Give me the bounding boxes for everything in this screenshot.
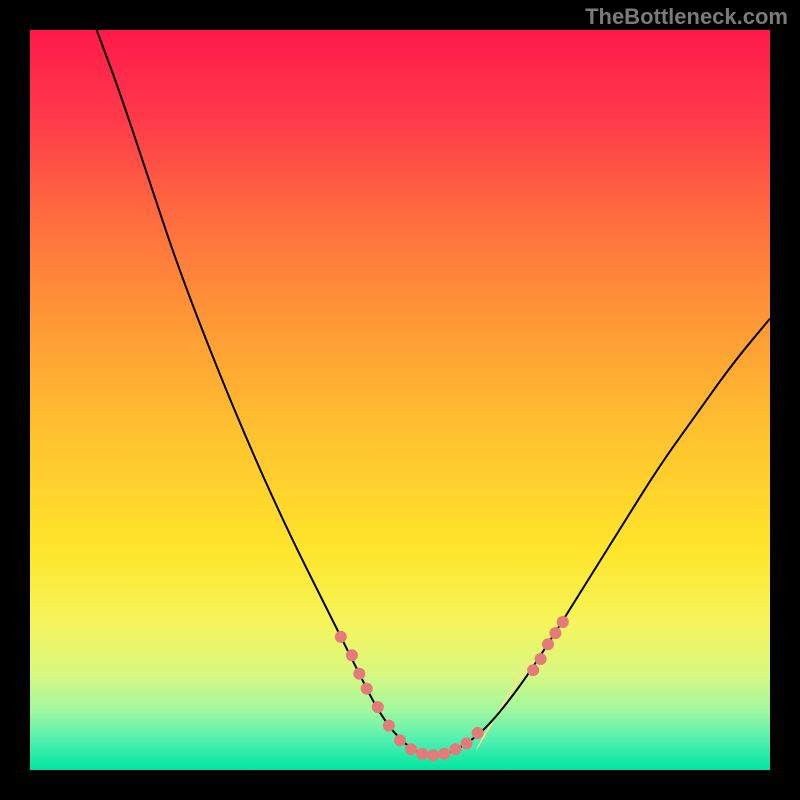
data-dot [372, 701, 384, 713]
data-dot [353, 668, 365, 680]
plot-area [30, 30, 770, 770]
data-dot [383, 720, 395, 732]
data-dot [527, 664, 539, 676]
gradient-background [30, 30, 770, 770]
data-dot [535, 653, 547, 665]
data-dot [461, 737, 473, 749]
data-dot [438, 748, 450, 760]
data-dot [361, 683, 373, 695]
data-dot [405, 743, 417, 755]
data-dot [450, 743, 462, 755]
data-dot [557, 616, 569, 628]
data-dot [335, 631, 347, 643]
data-dot [346, 649, 358, 661]
data-dot [427, 749, 439, 761]
data-dot [549, 627, 561, 639]
data-dot [416, 748, 428, 760]
watermark-text: TheBottleneck.com [585, 4, 788, 30]
data-dot [472, 727, 484, 739]
data-dot [394, 734, 406, 746]
chart-container: TheBottleneck.com [0, 0, 800, 800]
data-dot [542, 638, 554, 650]
plot-svg [30, 30, 770, 770]
